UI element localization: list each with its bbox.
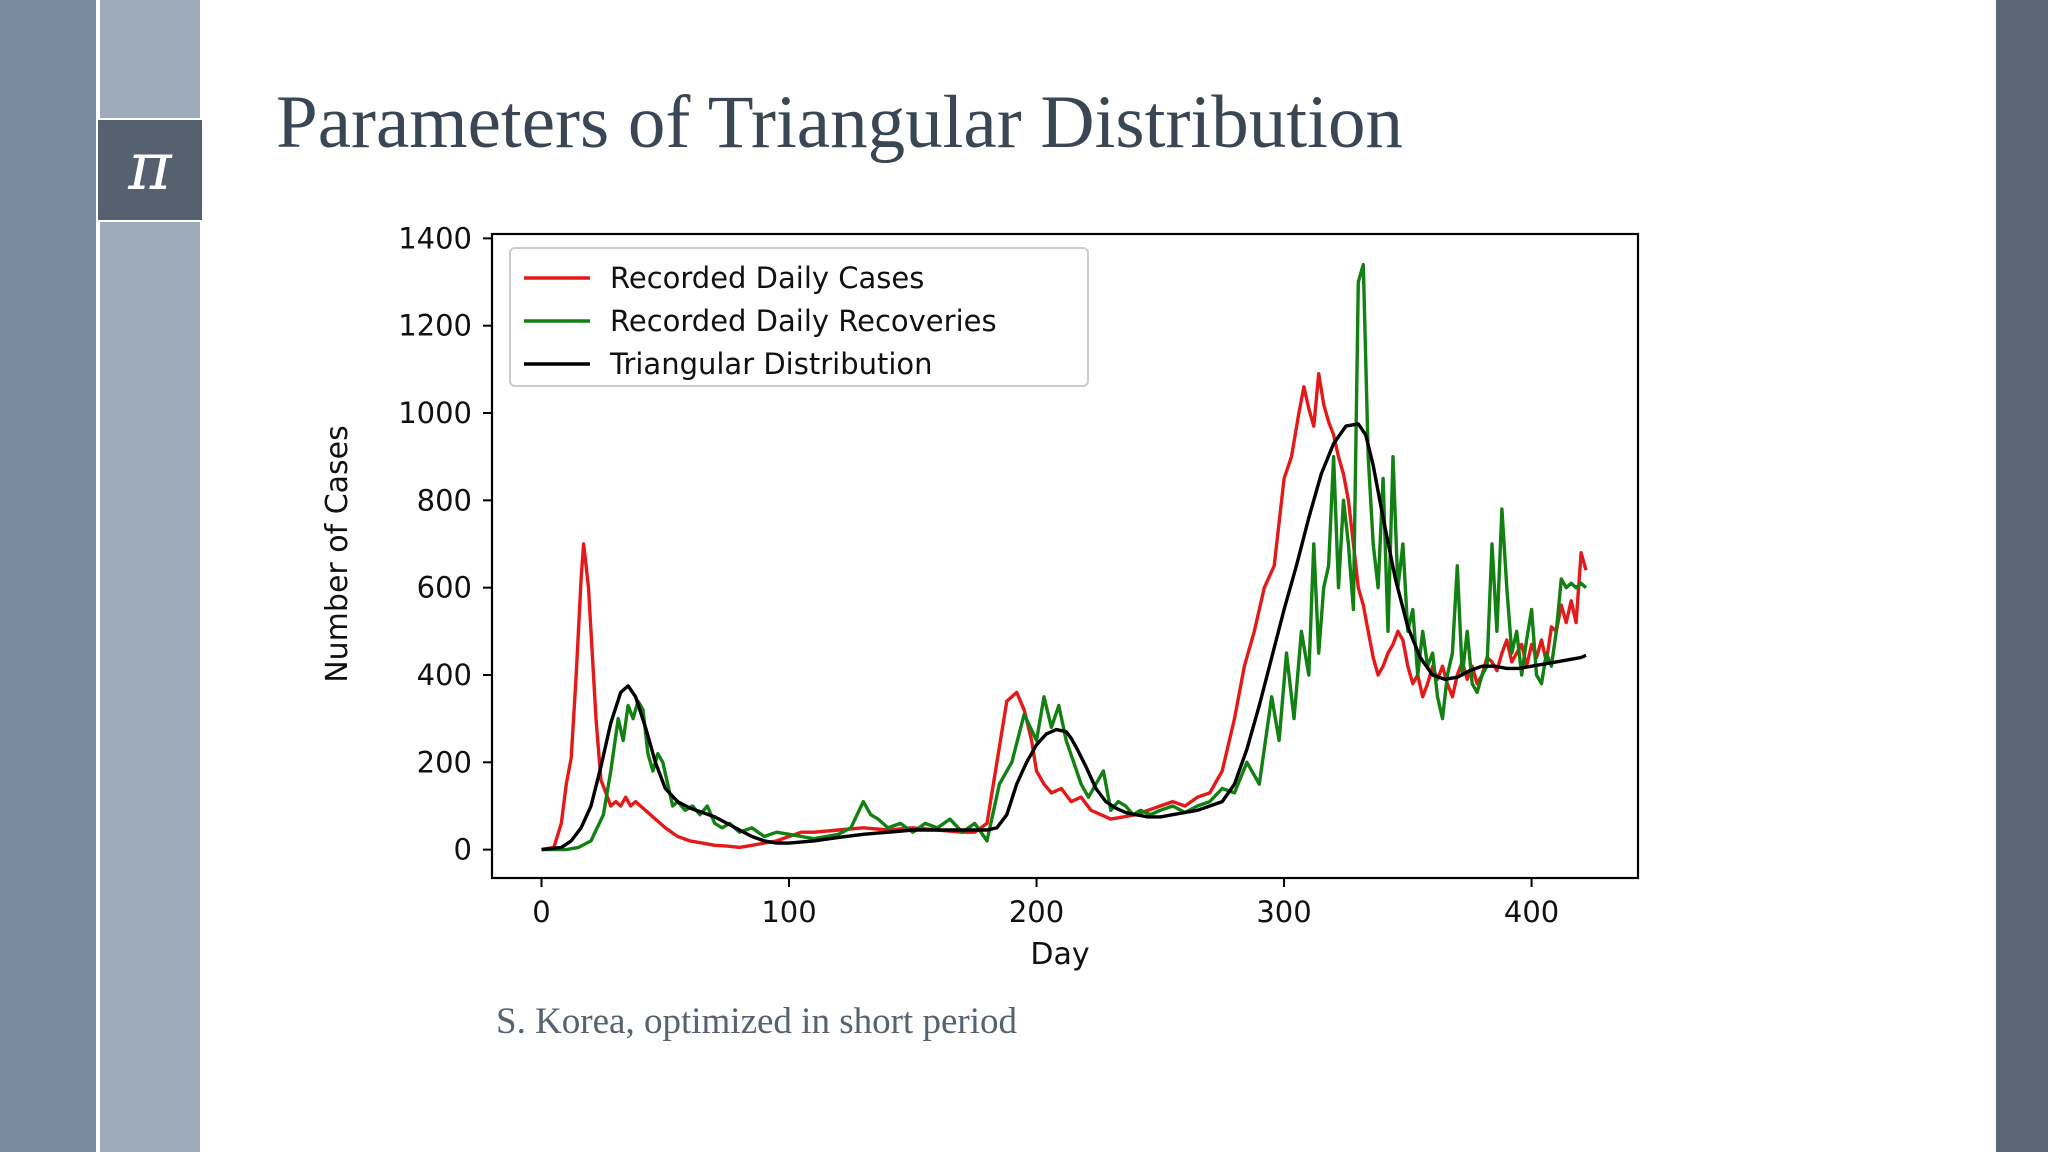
y-tick-label: 400 (417, 658, 472, 692)
series-line-3 (541, 422, 1587, 852)
slide-title: Parameters of Triangular Distribution (276, 81, 1403, 164)
pi-badge: π (98, 118, 202, 222)
legend-label-2: Recorded Daily Recoveries (610, 304, 997, 338)
y-axis-label: Number of Cases (320, 425, 355, 683)
line-chart: 0 100 200 300 400 0 200 400 600 800 1000 1200 1400 Da… (320, 221, 1640, 972)
y-tick-label: 1200 (398, 309, 472, 343)
pi-icon: π (128, 128, 172, 205)
y-tick-label: 200 (417, 745, 472, 779)
y-tick-label: 1400 (398, 221, 472, 255)
legend-frame (509, 247, 1089, 387)
y-tick-label: 600 (417, 571, 472, 605)
x-tick-label: 0 (532, 895, 550, 929)
x-tick-label: 300 (1256, 895, 1311, 929)
x-tick-label: 100 (761, 895, 816, 929)
x-axis-label: Day (1030, 937, 1089, 972)
series-line-2 (541, 262, 1588, 852)
series-line-1 (541, 372, 1588, 852)
y-tick-label: 800 (417, 483, 472, 517)
right-decor-band (1996, 0, 2048, 1152)
plot-frame (490, 232, 1640, 880)
legend: Recorded Daily Cases Recorded Daily Recov… (509, 247, 1089, 387)
slide-caption: S. Korea, optimized in short period (496, 1001, 1017, 1042)
left-decor-band (0, 0, 96, 1152)
y-tick-label: 0 (454, 833, 472, 867)
x-tick-label: 400 (1504, 895, 1559, 929)
legend-label-1: Recorded Daily Cases (610, 261, 924, 295)
legend-label-3: Triangular Distribution (609, 347, 933, 381)
x-tick-label: 200 (1009, 895, 1064, 929)
y-tick-label: 1000 (398, 396, 472, 430)
